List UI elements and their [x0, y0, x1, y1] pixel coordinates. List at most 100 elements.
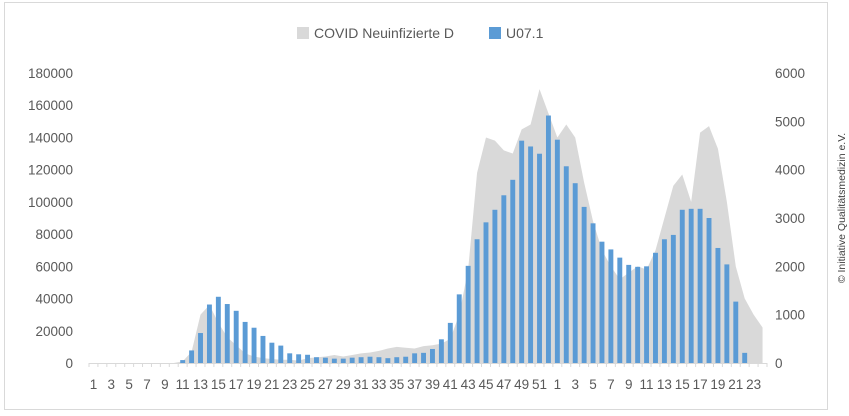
bar-u071 [224, 304, 230, 363]
bar-u071 [376, 357, 382, 363]
bar-u071 [581, 206, 587, 363]
bar-u071 [421, 352, 426, 363]
bar-u071 [661, 239, 667, 363]
bar-u071 [438, 339, 444, 363]
bar-layer [180, 115, 748, 363]
bar-u071 [189, 350, 195, 363]
bar-u071 [296, 354, 302, 363]
bar-u071 [340, 358, 346, 363]
y-left-tick-label: 120000 [28, 163, 73, 178]
legend-label-u071: U07.1 [506, 25, 544, 41]
bar-u071 [733, 301, 739, 363]
x-tick-label: 1 [90, 377, 98, 392]
copyright-text: © Initiative Qualitätsmedizin e.V. [836, 132, 848, 284]
y-right-tick-label: 0 [775, 356, 783, 371]
bar-u071 [572, 183, 578, 363]
x-tick-label: 39 [425, 377, 440, 392]
y-left-tick-label: 0 [65, 356, 73, 371]
y-right-tick-label: 5000 [775, 114, 805, 129]
x-tick-label: 19 [710, 377, 725, 392]
x-tick-label: 11 [640, 377, 654, 392]
bar-u071 [403, 356, 409, 363]
bar-u071 [635, 266, 641, 363]
x-tick-label: 35 [389, 377, 404, 392]
bar-u071 [679, 209, 685, 363]
x-tick-label: 21 [728, 377, 743, 392]
legend-swatch-covid [297, 27, 309, 39]
x-tick-label: 7 [143, 377, 151, 392]
x-tick-label: 27 [318, 377, 333, 392]
bar-u071 [358, 357, 364, 363]
x-tick-label: 17 [229, 377, 244, 392]
bar-u071 [322, 357, 328, 363]
x-tick-label: 31 [354, 377, 369, 392]
y-left-tick-label: 80000 [35, 227, 73, 242]
y-left-tick-label: 160000 [28, 98, 73, 113]
chart-frame: COVID Neuinfizierte D U07.1 0 20000 40000 60… [4, 2, 828, 410]
legend: COVID Neuinfizierte D U07.1 [297, 25, 544, 41]
bar-u071 [563, 166, 569, 363]
x-tick-label: 13 [193, 377, 208, 392]
bar-u071 [331, 358, 337, 363]
x-tick-label: 23 [282, 377, 297, 392]
bar-u071 [430, 348, 435, 363]
bar-u071 [269, 342, 275, 363]
y-right-tick-label: 4000 [775, 163, 805, 178]
x-tick-label: 51 [532, 377, 547, 392]
x-tick-label: 21 [264, 377, 279, 392]
x-tick-label: 47 [496, 377, 511, 392]
x-tick-label: 11 [176, 377, 190, 392]
x-tick-label: 33 [371, 377, 386, 392]
bar-u071 [394, 357, 400, 363]
x-tick-label: 17 [693, 377, 708, 392]
bar-u071 [492, 209, 498, 363]
bar-u071 [260, 335, 266, 363]
bar-u071 [519, 140, 525, 363]
bar-u071 [305, 354, 311, 363]
bar-u071 [688, 208, 694, 363]
bar-u071 [385, 358, 391, 363]
bar-u071 [367, 356, 373, 363]
bar-u071 [501, 195, 507, 363]
bar-u071 [198, 333, 203, 363]
bar-u071 [706, 218, 712, 363]
y-right-tick-label: 2000 [775, 259, 805, 274]
x-tick-label: 1 [554, 377, 562, 392]
x-tick-label: 43 [461, 377, 476, 392]
bar-u071 [554, 139, 560, 363]
bar-u071 [233, 310, 239, 363]
bar-u071 [528, 146, 534, 363]
x-tick-label: 15 [211, 377, 226, 392]
bar-u071 [206, 304, 212, 363]
x-tick-label: 3 [571, 377, 579, 392]
x-tick-label: 45 [478, 377, 493, 392]
bar-u071 [180, 360, 186, 363]
bar-u071 [626, 264, 632, 363]
y-left-tick-label: 20000 [35, 324, 73, 339]
x-tick-label: 7 [607, 377, 615, 392]
bar-u071 [617, 257, 623, 363]
y-left-tick-label: 180000 [28, 66, 73, 81]
bar-u071 [349, 357, 355, 363]
x-tick-label: 5 [125, 377, 133, 392]
x-tick-label: 41 [443, 377, 458, 392]
bar-u071 [653, 252, 658, 363]
y-right-tick-label: 1000 [775, 308, 805, 323]
y-left-tick-label: 40000 [35, 292, 73, 307]
bar-u071 [742, 352, 748, 363]
bar-u071 [715, 247, 721, 363]
y-right-tick-label: 6000 [775, 66, 805, 81]
x-tick-label: 9 [161, 377, 169, 392]
x-tick-label: 19 [247, 377, 262, 392]
axis-layer: 0200004000060000800001000001200001400001… [28, 66, 805, 392]
x-tick-label: 5 [589, 377, 597, 392]
bar-u071 [483, 222, 489, 363]
bar-u071 [474, 239, 480, 363]
x-tick-label: 23 [746, 377, 761, 392]
bar-u071 [465, 265, 471, 363]
x-tick-label: 49 [514, 377, 529, 392]
bar-u071 [447, 322, 453, 363]
bar-u071 [590, 223, 596, 363]
y-left-tick-label: 60000 [35, 259, 73, 274]
y-left-tick-label: 100000 [28, 195, 73, 210]
